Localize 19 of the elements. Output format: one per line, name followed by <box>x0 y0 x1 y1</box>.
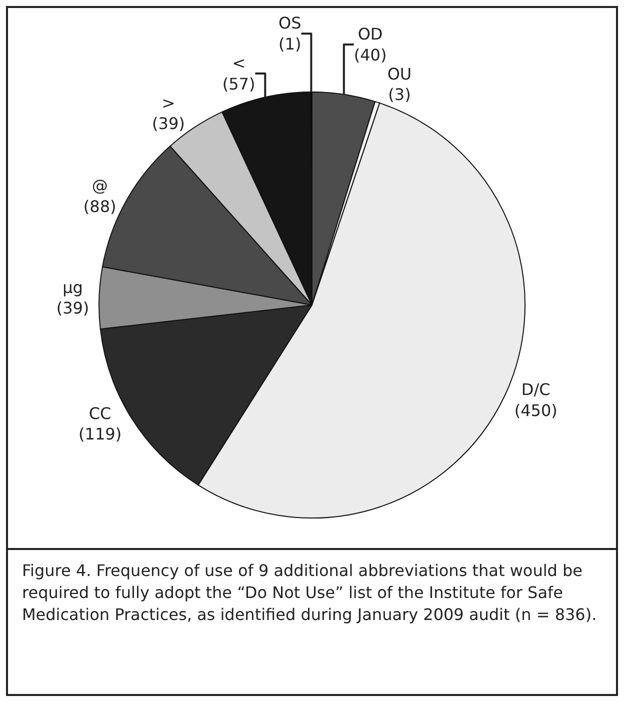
data-label: (39) <box>152 114 185 134</box>
caption: Figure 4. Frequency of use of 9 additional abbreviations that would be required to fully adopt the “Do Not Use” list of the Institute for Safe Medication Practices, as identified during January 2009 audit (n = 836). <box>8 548 616 636</box>
data-label: (119) <box>78 424 122 444</box>
slice-label: < <box>232 54 246 73</box>
data-label: (3) <box>388 85 411 104</box>
slice-label: > <box>162 93 176 112</box>
slice-label: @ <box>92 176 108 196</box>
slice-label: D/C <box>521 380 550 400</box>
slice-label: μg <box>62 278 83 297</box>
slice-label: OD <box>358 24 383 44</box>
slice-label: CC <box>88 404 112 423</box>
data-label: (39) <box>56 298 90 318</box>
slice-label: OS <box>278 14 302 33</box>
data-label: (1) <box>278 34 302 54</box>
slice-label: OU <box>387 64 412 84</box>
data-label: (40) <box>354 45 387 64</box>
data-label: (88) <box>83 196 116 216</box>
data-label: (57) <box>222 74 256 94</box>
data-label: (450) <box>514 400 558 420</box>
